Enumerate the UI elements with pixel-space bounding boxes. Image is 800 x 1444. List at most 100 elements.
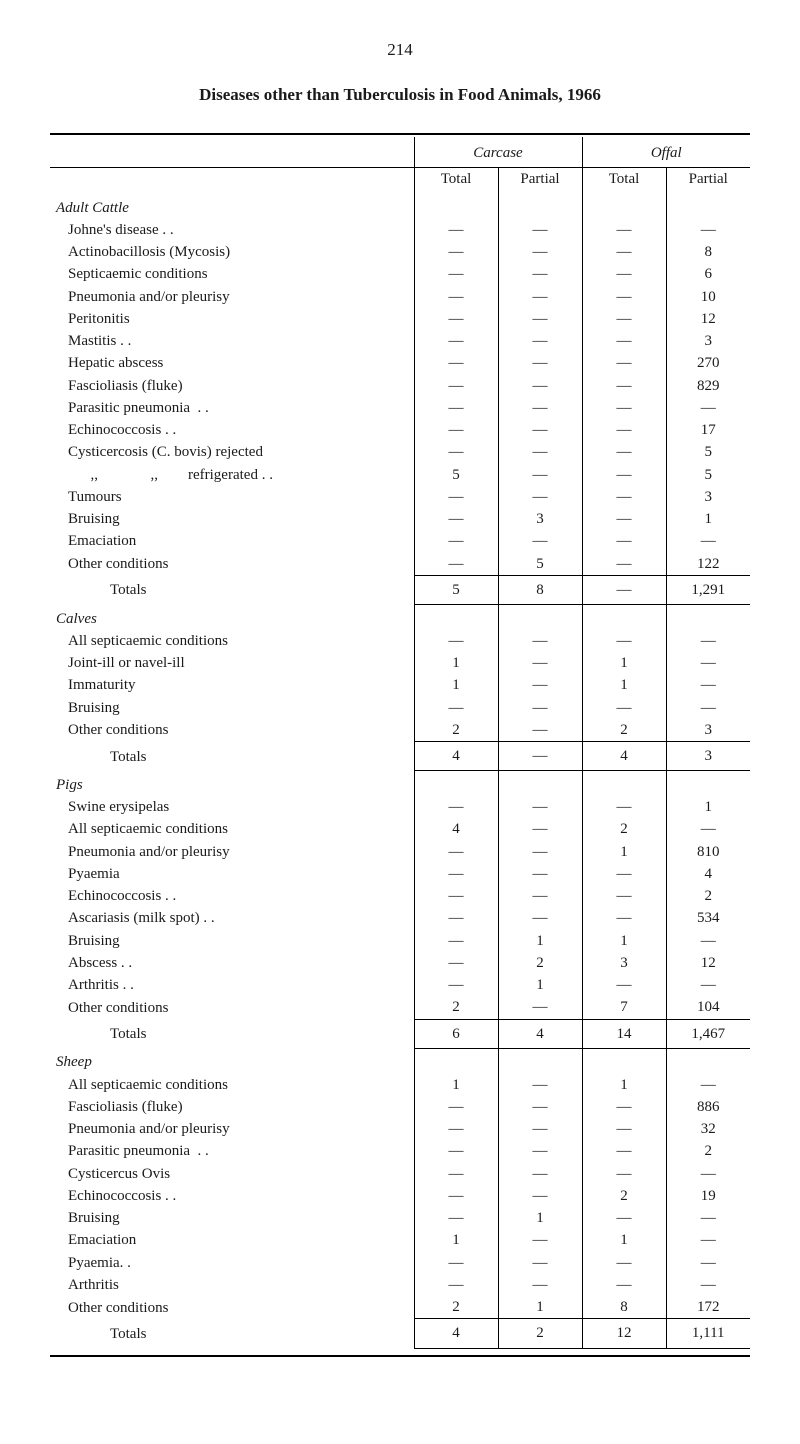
row-label: Actinobacillosis (Mycosis) — [50, 241, 414, 263]
table-row: Other conditions2—7104 — [50, 996, 750, 1019]
row-label: Septicaemic conditions — [50, 263, 414, 285]
row-label: Arthritis — [50, 1274, 414, 1296]
table-row: Fascioliasis (fluke)———829 — [50, 375, 750, 397]
table-row: Ascariasis (milk spot) . .———534 — [50, 907, 750, 929]
col-total-2: Total — [582, 168, 666, 194]
row-label: Swine erysipelas — [50, 796, 414, 818]
row-label: Peritonitis — [50, 308, 414, 330]
row-label: All septicaemic conditions — [50, 630, 414, 652]
section-name: Pigs — [50, 771, 414, 796]
table-row: Bruising—3—1 — [50, 508, 750, 530]
page-title: Diseases other than Tuberculosis in Food… — [50, 85, 750, 105]
header-sub-row: Total Partial Total Partial — [50, 168, 750, 194]
table-row: Swine erysipelas———1 — [50, 796, 750, 818]
row-label: Cysticercus Ovis — [50, 1163, 414, 1185]
table-row: Pneumonia and/or pleurisy———32 — [50, 1118, 750, 1140]
totals-row: Totals64141,467 — [50, 1019, 750, 1048]
row-label: Immaturity — [50, 674, 414, 696]
table-row: Septicaemic conditions———6 — [50, 263, 750, 285]
table-row: Peritonitis———12 — [50, 308, 750, 330]
section-head: Sheep — [50, 1048, 750, 1073]
table-row: Pneumonia and/or pleurisy——1810 — [50, 841, 750, 863]
row-label: Bruising — [50, 930, 414, 952]
table-row: Immaturity1—1— — [50, 674, 750, 696]
table-row: Emaciation1—1— — [50, 1229, 750, 1251]
row-label: Bruising — [50, 697, 414, 719]
row-label: Hepatic abscess — [50, 352, 414, 374]
table-row: Parasitic pneumonia . .———2 — [50, 1140, 750, 1162]
row-label: Fascioliasis (fluke) — [50, 1096, 414, 1118]
table-row: Pneumonia and/or pleurisy———10 — [50, 286, 750, 308]
table-row: Bruising—11— — [50, 930, 750, 952]
table-row: Other conditions218172 — [50, 1296, 750, 1319]
table-row: Arthritis . .—1—— — [50, 974, 750, 996]
row-label: Tumours — [50, 486, 414, 508]
table-row: Abscess . .—2312 — [50, 952, 750, 974]
table-row: Other conditions—5—122 — [50, 553, 750, 576]
table-row: Cysticercosis (C. bovis) rejected———5 — [50, 441, 750, 463]
row-label: Echinococcosis . . — [50, 419, 414, 441]
table-row: Pyaemia. .———— — [50, 1252, 750, 1274]
totals-row: Totals42121,111 — [50, 1319, 750, 1348]
row-label: Pyaemia. . — [50, 1252, 414, 1274]
table-row: Other conditions2—23 — [50, 719, 750, 742]
table-row: All septicaemic conditions———— — [50, 630, 750, 652]
bottom-rule — [50, 1355, 750, 1357]
row-label: Other conditions — [50, 996, 414, 1019]
row-label: Mastitis . . — [50, 330, 414, 352]
row-label: All septicaemic conditions — [50, 1074, 414, 1096]
col-partial-2: Partial — [666, 168, 750, 194]
top-rule — [50, 133, 750, 135]
totals-label: Totals — [50, 742, 414, 771]
page-number: 214 — [50, 40, 750, 60]
col-total-1: Total — [414, 168, 498, 194]
table-row: Echinococcosis . .———2 — [50, 885, 750, 907]
row-label: Cysticercosis (C. bovis) rejected — [50, 441, 414, 463]
totals-label: Totals — [50, 1319, 414, 1348]
table-row: Fascioliasis (fluke)———886 — [50, 1096, 750, 1118]
row-label: Johne's disease . . — [50, 219, 414, 241]
row-label: All septicaemic conditions — [50, 818, 414, 840]
section-head: Pigs — [50, 771, 750, 796]
table-row: Bruising—1—— — [50, 1207, 750, 1229]
row-label: Other conditions — [50, 553, 414, 576]
row-label: Echinococcosis . . — [50, 1185, 414, 1207]
row-label: Arthritis . . — [50, 974, 414, 996]
table-row: Echinococcosis . .——219 — [50, 1185, 750, 1207]
table-row: Actinobacillosis (Mycosis)———8 — [50, 241, 750, 263]
row-label: Pneumonia and/or pleurisy — [50, 841, 414, 863]
row-label: Bruising — [50, 508, 414, 530]
row-label: Echinococcosis . . — [50, 885, 414, 907]
row-label: Parasitic pneumonia . . — [50, 1140, 414, 1162]
row-label: Ascariasis (milk spot) . . — [50, 907, 414, 929]
totals-row: Totals58—1,291 — [50, 575, 750, 604]
row-label: Other conditions — [50, 719, 414, 742]
row-label: Joint-ill or navel-ill — [50, 652, 414, 674]
section-head: Calves — [50, 605, 750, 630]
row-label: Other conditions — [50, 1296, 414, 1319]
table-row: Emaciation———— — [50, 530, 750, 552]
row-label: Pneumonia and/or pleurisy — [50, 286, 414, 308]
header-offal: Offal — [582, 137, 750, 168]
table-row: Bruising———— — [50, 697, 750, 719]
table-row: All septicaemic conditions4—2— — [50, 818, 750, 840]
table-row: Tumours———3 — [50, 486, 750, 508]
totals-label: Totals — [50, 575, 414, 604]
table-row: Joint-ill or navel-ill1—1— — [50, 652, 750, 674]
section-name: Calves — [50, 605, 414, 630]
row-label: Parasitic pneumonia . . — [50, 397, 414, 419]
totals-row: Totals4—43 — [50, 742, 750, 771]
table-row: Mastitis . .———3 — [50, 330, 750, 352]
row-label: Bruising — [50, 1207, 414, 1229]
header-group-row: Carcase Offal — [50, 137, 750, 168]
table-row: Hepatic abscess———270 — [50, 352, 750, 374]
section-name: Sheep — [50, 1048, 414, 1073]
row-label: ,, ,, refrigerated . . — [50, 464, 414, 486]
section-head: Adult Cattle — [50, 194, 750, 219]
table-row: Echinococcosis . .———17 — [50, 419, 750, 441]
row-label: Fascioliasis (fluke) — [50, 375, 414, 397]
row-label: Abscess . . — [50, 952, 414, 974]
header-carcase: Carcase — [414, 137, 582, 168]
table-row: Pyaemia———4 — [50, 863, 750, 885]
table-row: All septicaemic conditions1—1— — [50, 1074, 750, 1096]
